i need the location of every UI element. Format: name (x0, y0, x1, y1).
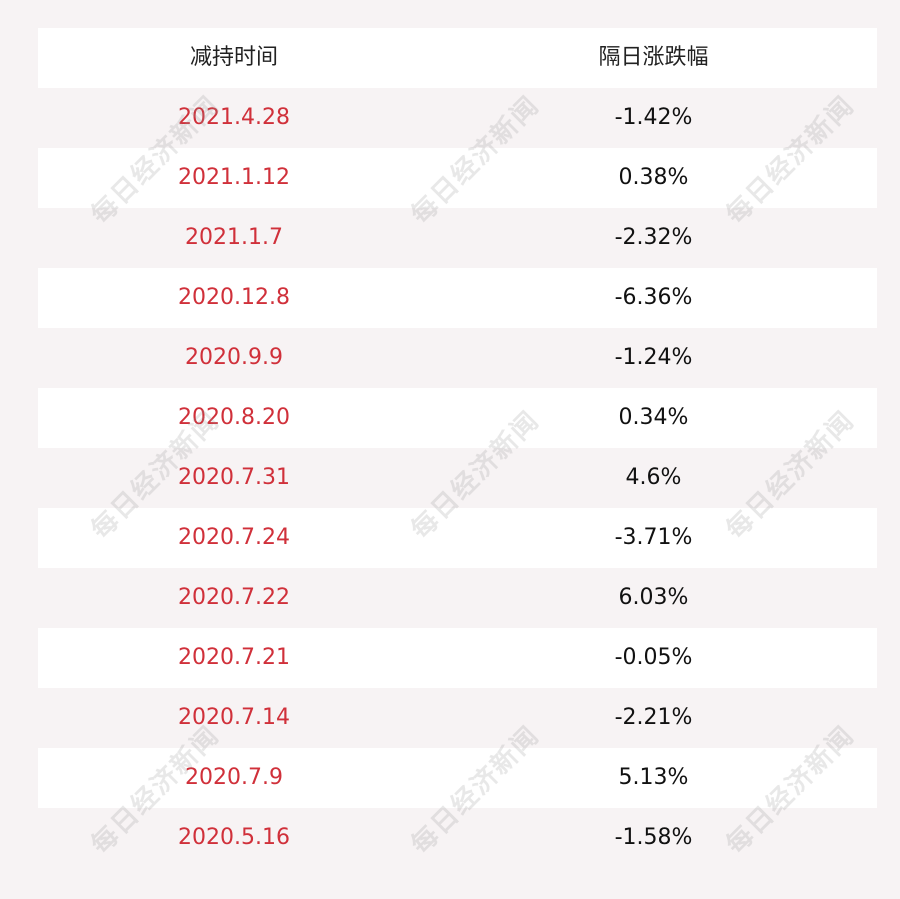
row-change: -1.24% (614, 345, 693, 370)
row-date: 2020.7.21 (178, 645, 290, 670)
table-row: 2021.4.28 -1.42% (38, 88, 877, 148)
row-date: 2020.5.16 (178, 825, 290, 850)
table-row: 2020.12.8 -6.36% (38, 268, 877, 328)
row-date: 2020.8.20 (178, 405, 290, 430)
header-change: 隔日涨跌幅 (598, 45, 709, 70)
row-date: 2021.1.7 (185, 225, 283, 250)
table-row: 2021.1.7 -2.32% (38, 208, 877, 268)
row-change: -2.32% (614, 225, 693, 250)
table-row: 2020.7.9 5.13% (38, 748, 877, 808)
row-date: 2021.4.28 (178, 105, 290, 130)
row-change: -1.58% (614, 825, 693, 850)
header-date: 减持时间 (189, 45, 278, 70)
table-row: 2020.5.16 -1.58% (38, 808, 877, 868)
row-change: 5.13% (618, 765, 689, 790)
row-change: -0.05% (614, 645, 693, 670)
row-change: 6.03% (618, 585, 689, 610)
table-row: 2021.1.12 0.38% (38, 148, 877, 208)
row-date: 2020.7.14 (178, 705, 290, 730)
row-date: 2020.7.31 (178, 465, 290, 490)
table-row: 2020.9.9 -1.24% (38, 328, 877, 388)
table-row: 2020.8.20 0.34% (38, 388, 877, 448)
table-row: 2020.7.14 -2.21% (38, 688, 877, 748)
row-change: -3.71% (614, 525, 693, 550)
table-row: 2020.7.31 4.6% (38, 448, 877, 508)
row-change: -1.42% (614, 105, 693, 130)
table-row: 2020.7.24 -3.71% (38, 508, 877, 568)
row-date: 2021.1.12 (178, 165, 290, 190)
row-date: 2020.7.22 (178, 585, 290, 610)
data-table: 减持时间 隔日涨跌幅 2021.4.28 -1.42% 2021.1.12 0.… (38, 28, 877, 868)
table-row: 2020.7.22 6.03% (38, 568, 877, 628)
row-change: 0.38% (618, 165, 689, 190)
row-change: 4.6% (625, 465, 682, 490)
table-header-row: 减持时间 隔日涨跌幅 (38, 28, 877, 88)
table-row: 2020.7.21 -0.05% (38, 628, 877, 688)
row-date: 2020.7.9 (185, 765, 283, 790)
row-date: 2020.7.24 (178, 525, 290, 550)
row-change: -2.21% (614, 705, 693, 730)
row-change: 0.34% (618, 405, 689, 430)
row-date: 2020.12.8 (178, 285, 290, 310)
row-date: 2020.9.9 (185, 345, 283, 370)
row-change: -6.36% (614, 285, 693, 310)
